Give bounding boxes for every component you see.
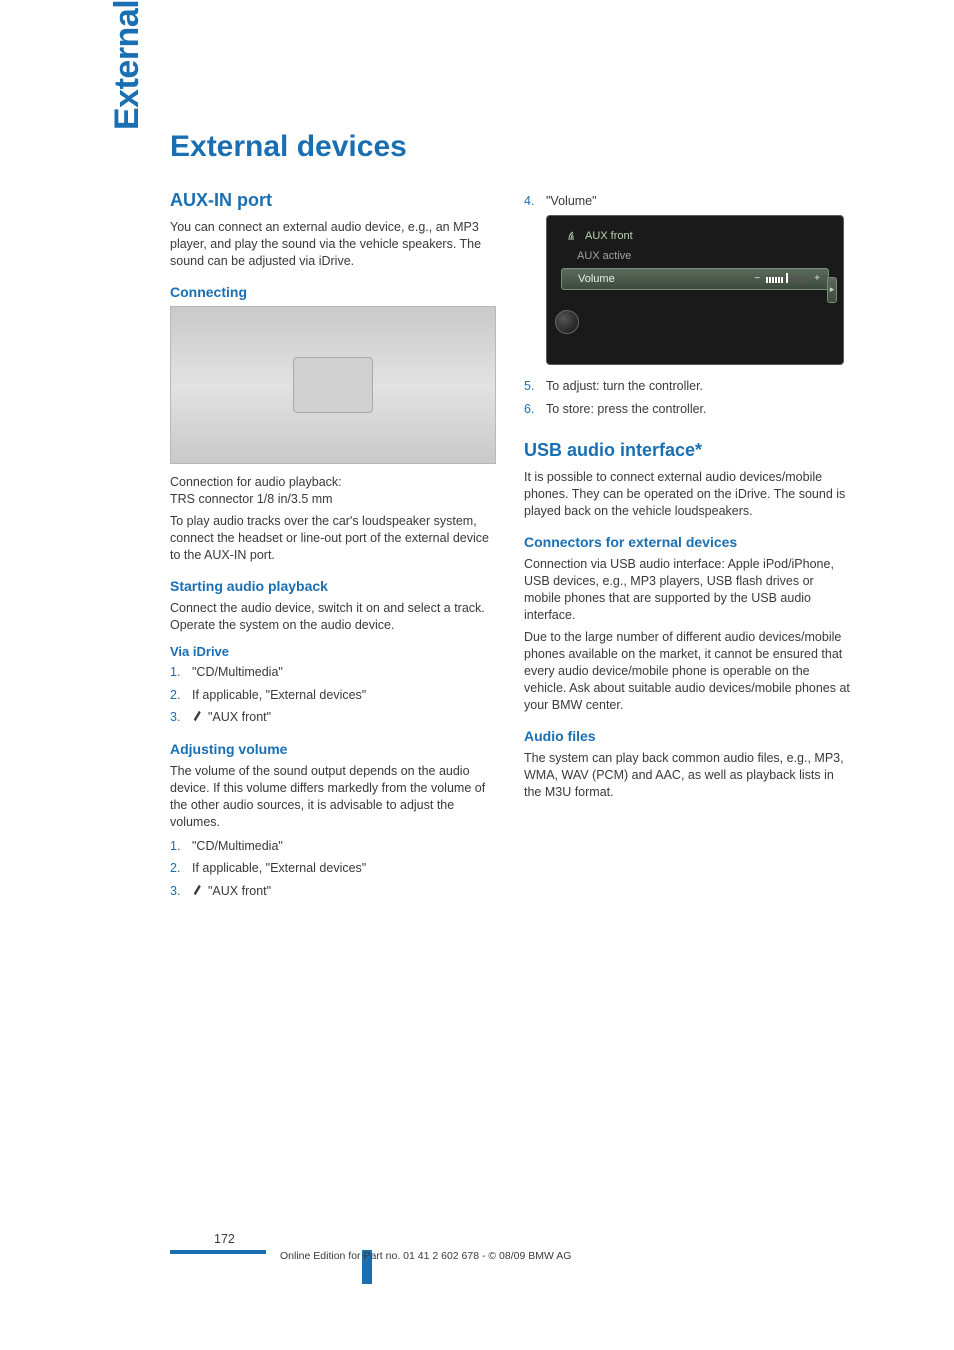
conn-caption-2: TRS connector 1/8 in/3.5 mm — [170, 491, 496, 508]
list-text: "CD/Multimedia" — [192, 837, 496, 856]
chapter-title: External devices — [170, 130, 850, 164]
list-item: 1. "CD/Multimedia" — [170, 837, 496, 856]
ss-header: AUX front — [561, 226, 829, 246]
list-text: To store: press the controller. — [546, 400, 850, 419]
page-footer: 172 Online Edition for Part no. 01 41 2 … — [170, 1232, 850, 1284]
list-text: "CD/Multimedia" — [192, 663, 496, 682]
side-arrow-icon: ▸ — [827, 277, 837, 303]
after-list: 5. To adjust: turn the controller. 6. To… — [524, 377, 850, 419]
list-item: 2. If applicable, "External devices" — [170, 686, 496, 705]
conn-ext-heading: Connectors for external devices — [524, 534, 850, 550]
aux-intro: You can connect an external audio device… — [170, 219, 496, 270]
list-num: 5. — [524, 377, 546, 396]
list-item: 4. "Volume" — [524, 192, 850, 211]
ss-header-text: AUX front — [585, 230, 633, 242]
audio-files-p: The system can play back common audio fi… — [524, 750, 850, 801]
ss-row-aux-active: AUX active — [561, 246, 829, 266]
list-num: 3. — [170, 708, 192, 727]
list-num: 3. — [170, 882, 192, 901]
conn-ext-p2: Due to the large number of different aud… — [524, 629, 850, 713]
list-text: "Volume" — [546, 192, 850, 211]
audio-files-heading: Audio files — [524, 728, 850, 744]
list-text: "AUX front" — [192, 708, 496, 727]
minus-icon: − — [754, 273, 760, 284]
list-text: If applicable, "External devices" — [192, 859, 496, 878]
list-num: 6. — [524, 400, 546, 419]
adjvol-list: 1. "CD/Multimedia" 2. If applicable, "Ex… — [170, 837, 496, 901]
ss-volume-label: Volume — [578, 273, 615, 285]
connecting-image — [170, 306, 496, 464]
side-tab: External devices — [108, 0, 147, 130]
list-text: If applicable, "External devices" — [192, 686, 496, 705]
ss-row-volume: Volume − + — [561, 268, 829, 290]
broadcast-icon — [567, 230, 579, 242]
footer-bar-left — [170, 1250, 266, 1254]
volume-ticks — [766, 275, 808, 283]
conn-p2: To play audio tracks over the car's loud… — [170, 513, 496, 564]
list-item: 5. To adjust: turn the controller. — [524, 377, 850, 396]
list-num: 4. — [524, 192, 546, 211]
starting-p: Connect the audio device, switch it on a… — [170, 600, 496, 634]
page-number: 172 — [170, 1232, 850, 1250]
list-item: 1. "CD/Multimedia" — [170, 663, 496, 682]
conn-ext-p1: Connection via USB audio interface: Appl… — [524, 556, 850, 624]
list-num: 2. — [170, 686, 192, 705]
volume-bar: − + — [754, 273, 820, 284]
idrive-screenshot: AUX front AUX active Volume − + — [546, 215, 844, 365]
conn-caption-1: Connection for audio playback: — [170, 474, 496, 491]
plus-icon: + — [814, 273, 820, 284]
usb-intro: It is possible to connect external audio… — [524, 469, 850, 520]
aux-icon — [192, 883, 206, 897]
starting-heading: Starting audio playback — [170, 578, 496, 594]
list-text: To adjust: turn the controller. — [546, 377, 850, 396]
right-column: 4. "Volume" AUX front AUX active Volume … — [524, 190, 850, 905]
list-item: 6. To store: press the controller. — [524, 400, 850, 419]
usb-heading: USB audio interface* — [524, 440, 850, 461]
adjvol-p: The volume of the sound output depends o… — [170, 763, 496, 831]
idrive-knob-icon — [555, 310, 579, 334]
list-text: "AUX front" — [192, 882, 496, 901]
list-num: 2. — [170, 859, 192, 878]
list-item: 3. "AUX front" — [170, 882, 496, 901]
list-text-inner: "AUX front" — [208, 884, 271, 898]
idrive-list: 1. "CD/Multimedia" 2. If applicable, "Ex… — [170, 663, 496, 727]
vol-item-wrap: 4. "Volume" — [524, 192, 850, 211]
adjvol-heading: Adjusting volume — [170, 741, 496, 757]
aux-heading: AUX-IN port — [170, 190, 496, 211]
list-num: 1. — [170, 663, 192, 682]
aux-icon — [192, 709, 206, 723]
footer-line: Online Edition for Part no. 01 41 2 602 … — [280, 1250, 571, 1262]
list-num: 1. — [170, 837, 192, 856]
list-item: 2. If applicable, "External devices" — [170, 859, 496, 878]
list-text-inner: "AUX front" — [208, 710, 271, 724]
left-column: AUX-IN port You can connect an external … — [170, 190, 496, 905]
list-item: 3. "AUX front" — [170, 708, 496, 727]
via-idrive-heading: Via iDrive — [170, 644, 496, 659]
connecting-heading: Connecting — [170, 284, 496, 300]
